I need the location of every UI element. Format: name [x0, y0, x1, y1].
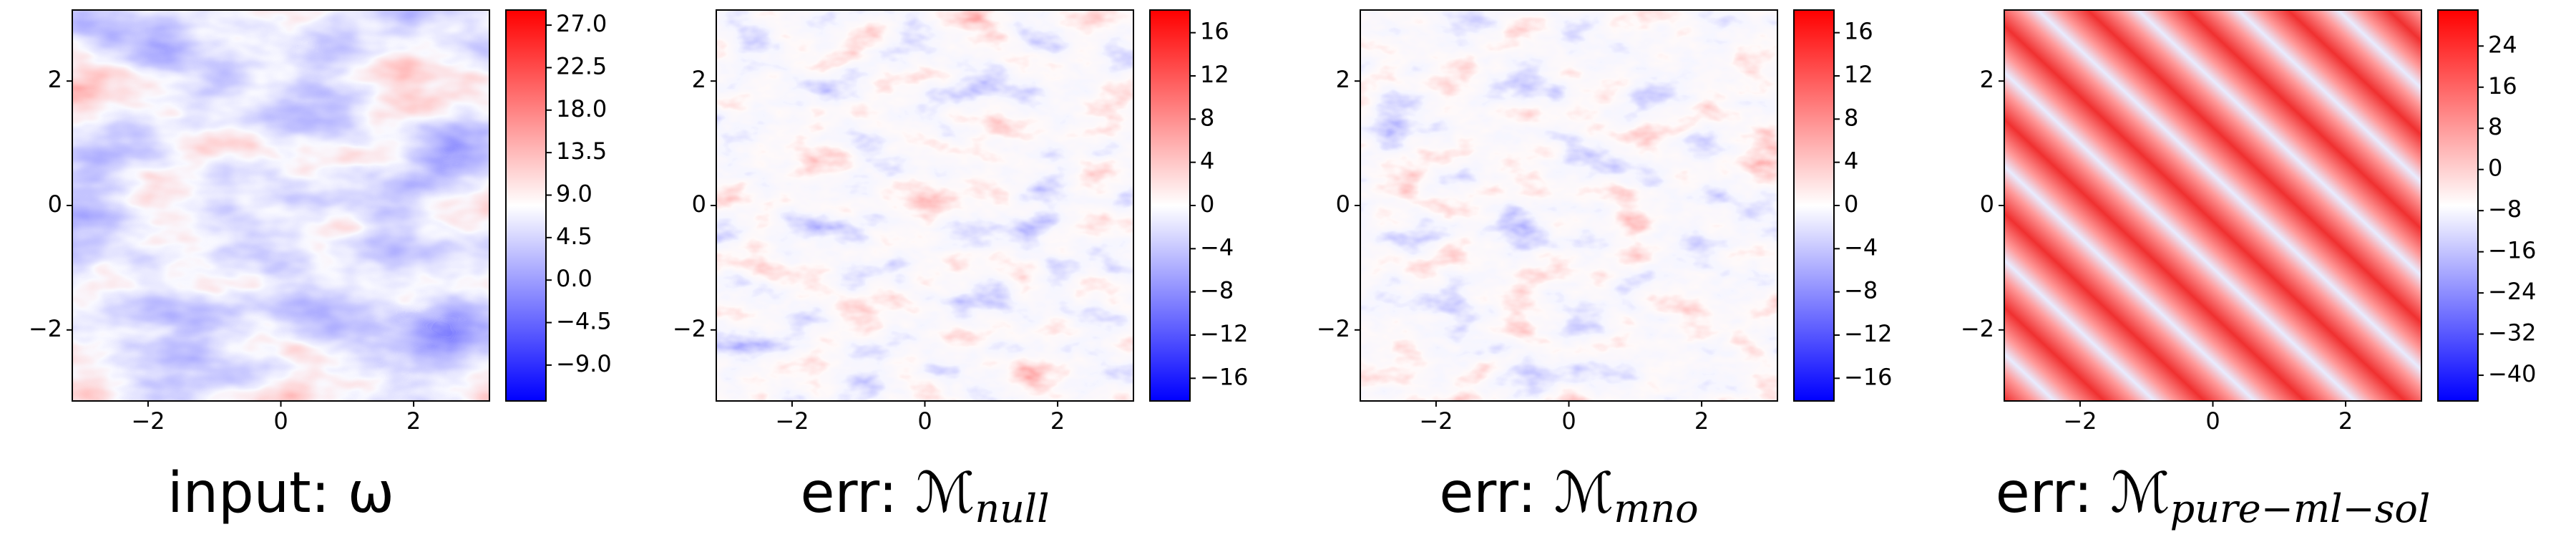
colorbar-tick-label: −8: [1844, 277, 1878, 304]
x-tick-label: 0: [2205, 407, 2220, 435]
colorbar-tick-label: −4.5: [556, 308, 612, 335]
colorbar-tick-label: −12: [1200, 320, 1249, 347]
x-tick-label: 0: [917, 407, 932, 435]
colorbar: [1793, 9, 1835, 402]
title-main: err: ℳ: [1996, 461, 2170, 526]
colorbar: [505, 9, 547, 402]
colorbar-tick-label: 8: [1200, 104, 1214, 131]
colorbar-tick-label: −16: [2488, 237, 2537, 264]
colorbar-tick-label: −40: [2488, 360, 2537, 387]
y-tick-label: 2: [692, 66, 706, 93]
colorbar-tick-label: 9.0: [556, 180, 592, 207]
y-tick-label: 0: [692, 190, 706, 218]
field: [716, 10, 1133, 401]
colorbar-tick-label: 12: [1844, 61, 1873, 88]
y-tick-label: 0: [1980, 190, 1994, 218]
colorbar-tick-label: −32: [2488, 319, 2537, 347]
colorbar-tick-label: 0: [2488, 155, 2502, 182]
y-tick-label: 0: [48, 190, 62, 218]
x-tick-label: 0: [273, 407, 288, 435]
colorbar-tick-label: 16: [1844, 18, 1873, 45]
colorbar-tick-label: −4: [1844, 233, 1878, 261]
title-subscript: pure−ml−sol: [2170, 486, 2431, 531]
colorbar-tick-label: −9.0: [556, 350, 612, 377]
colorbar-tick-label: 24: [2488, 31, 2517, 58]
colorbar-tick-label: 0: [1200, 190, 1214, 218]
colorbar-tick-label: 4: [1200, 147, 1214, 175]
x-tick-label: 0: [1561, 407, 1576, 435]
y-tick-label: 0: [1336, 190, 1350, 218]
y-tick-label: 2: [1336, 66, 1350, 93]
colorbar-tick-label: 8: [2488, 113, 2502, 140]
colorbar-tick-label: −16: [1200, 363, 1249, 390]
colorbar-tick-label: −24: [2488, 278, 2537, 305]
colorbar-tick-label: 13.5: [556, 137, 607, 165]
title-subscript: null: [975, 486, 1049, 531]
x-tick-label: 2: [1694, 407, 1709, 435]
colorbar-tick-label: −8: [1200, 277, 1234, 304]
x-tick-label: −2: [131, 407, 165, 435]
colorbar-tick-label: −4: [1200, 233, 1234, 261]
panel-title: err: ℳpure−ml−sol: [1996, 461, 2430, 531]
colorbar: [2437, 9, 2479, 402]
colorbar-tick-label: 4.5: [556, 223, 592, 250]
x-tick-label: −2: [1419, 407, 1453, 435]
y-tick-label: −2: [1961, 315, 1994, 342]
colorbar-tick-label: 22.5: [556, 52, 607, 79]
title-main: err: ℳ: [801, 461, 975, 526]
colorbar-tick-label: 16: [1200, 18, 1229, 45]
colorbar: [1149, 9, 1191, 402]
field: [1360, 10, 1777, 401]
x-tick-label: −2: [775, 407, 809, 435]
y-tick-label: 2: [48, 66, 62, 93]
x-tick-label: 2: [1050, 407, 1065, 435]
colorbar-tick-label: 0: [1844, 190, 1858, 218]
colorbar-tick-label: 27.0: [556, 10, 607, 37]
title-main: err: ℳ: [1439, 461, 1614, 526]
colorbar-tick-label: 16: [2488, 72, 2517, 100]
colorbar-tick-label: 8: [1844, 104, 1858, 131]
colorbar-tick-label: 18.0: [556, 95, 607, 122]
y-tick-label: −2: [1317, 315, 1350, 342]
y-tick-label: −2: [673, 315, 706, 342]
x-tick-label: 2: [2338, 407, 2353, 435]
colorbar-tick-label: 4: [1844, 147, 1858, 175]
field: [2004, 10, 2421, 401]
field: [72, 10, 489, 401]
y-tick-label: 2: [1980, 66, 1994, 93]
colorbar-tick-label: −16: [1844, 363, 1893, 390]
colorbar-tick-label: −12: [1844, 320, 1893, 347]
x-tick-label: 2: [406, 407, 421, 435]
panel-title: input: ω: [167, 461, 394, 526]
title-subscript: mno: [1614, 486, 1699, 531]
panel-title: err: ℳnull: [801, 461, 1050, 531]
colorbar-tick-label: 12: [1200, 61, 1229, 88]
panel-title: err: ℳmno: [1439, 461, 1698, 531]
y-tick-label: −2: [29, 315, 62, 342]
x-tick-label: −2: [2063, 407, 2097, 435]
title-main: input: ω: [167, 461, 394, 526]
colorbar-tick-label: −8: [2488, 195, 2522, 223]
colorbar-tick-label: 0.0: [556, 265, 592, 292]
